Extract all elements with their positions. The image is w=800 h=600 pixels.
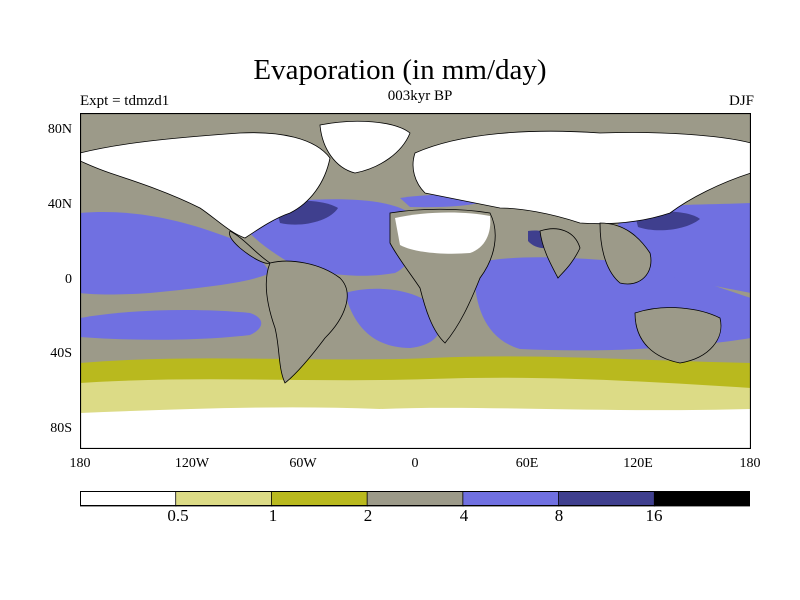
colorbar-swatch: [366, 491, 464, 507]
lat-tick-40s: 40S: [50, 346, 72, 361]
southeast-asia: [599, 222, 652, 285]
experiment-label: Expt = tdmzd1: [80, 93, 170, 109]
lon-tick-120w: 120W: [174, 456, 210, 471]
lon-tick-180e: 180: [739, 456, 761, 471]
colorbar-label-16: 16: [645, 506, 663, 525]
south-america: [265, 260, 348, 384]
colorbar-label-4: 4: [459, 506, 469, 525]
lon-tick-60e: 60E: [515, 456, 539, 471]
lat-tick-0: 0: [65, 272, 72, 287]
australia: [634, 307, 722, 364]
lon-tick-0: 0: [411, 456, 419, 471]
colorbar-label-1: 1: [268, 506, 278, 525]
colorbar-label-8: 8: [554, 506, 564, 525]
season-label: DJF: [728, 93, 754, 109]
colorbar-swatch: [175, 491, 273, 507]
map-title: Evaporation (in mm/day): [253, 54, 547, 86]
colorbar-swatch: [653, 491, 750, 507]
land-masses: [80, 120, 751, 384]
lon-tick-180w: 180: [69, 456, 91, 471]
pacific-tropics-blue: [80, 212, 270, 295]
south-atlantic-blue: [345, 288, 442, 348]
lat-tick-80s: 80S: [50, 421, 72, 436]
lon-tick-120e: 120E: [623, 456, 653, 471]
lat-tick-80n: 80N: [47, 122, 72, 137]
map-subtitle: 003kyr BP: [387, 88, 453, 104]
colorbar-label-0-5: 0.5: [167, 506, 189, 525]
india: [539, 228, 581, 279]
south-pacific-blue: [80, 310, 262, 340]
map-frame: [80, 113, 751, 449]
central-america: [229, 230, 271, 264]
colorbar-swatches: [80, 491, 750, 507]
colorbar-label-2: 2: [363, 506, 373, 525]
colorbar: [80, 491, 750, 507]
colorbar-swatch: [271, 491, 369, 507]
colorbar-swatch: [462, 491, 560, 507]
sahara: [395, 212, 491, 254]
eurasia-north: [412, 130, 751, 225]
colorbar-swatch: [558, 491, 656, 507]
colorbar-swatch: [80, 491, 177, 507]
southern-band-yellow: [80, 356, 751, 388]
north-america: [80, 132, 331, 239]
greenland: [319, 120, 411, 174]
lon-tick-60w: 60W: [289, 456, 317, 471]
evaporation-map: [80, 113, 751, 449]
antarctica: [80, 407, 751, 449]
lat-tick-40n: 40N: [47, 197, 72, 212]
